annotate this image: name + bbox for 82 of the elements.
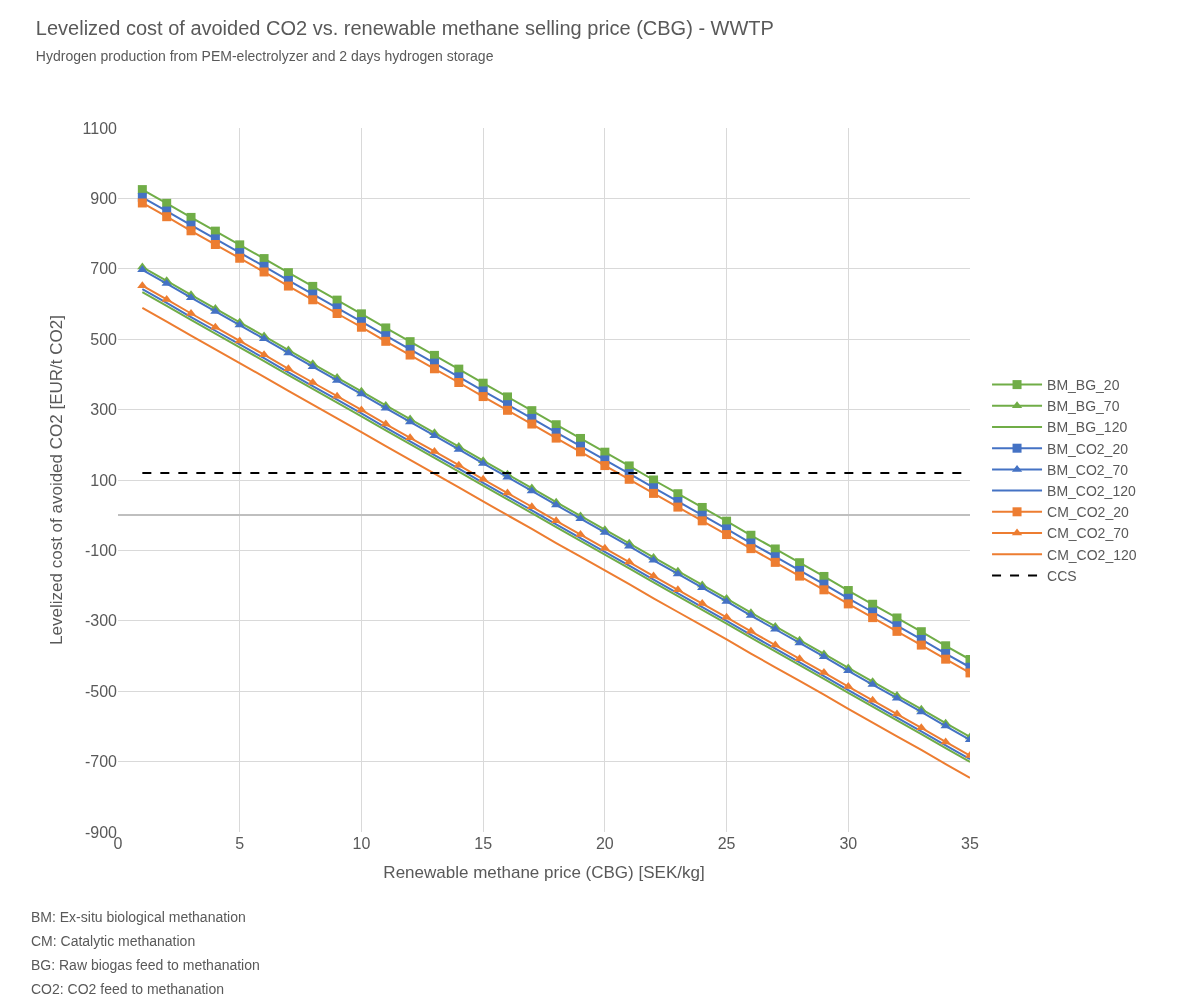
y-axis-title: Levelized cost of avoided CO2 [EUR/t CO2] [47,315,67,645]
y-tick-label: 900 [90,190,118,207]
legend-label: CCS [1047,567,1077,584]
point [697,516,707,526]
point [283,281,293,291]
chart-title: Levelized cost of avoided CO2 vs. renewable methane selling price (CBG) - WWTP [35,17,774,40]
legend-label: BM_CO2_120 [1047,483,1136,500]
text: BM: Ex-situ biological methanation [31,909,246,925]
point [624,474,634,484]
text: CM: Catalytic methanation [31,933,196,949]
x-tick-label: 5 [235,835,245,852]
point [941,654,951,664]
legend-label: BM_BG_20 [1047,377,1120,394]
point [673,502,683,512]
point [843,599,853,609]
point [235,253,245,263]
point [600,461,610,471]
point [892,626,902,636]
y-tick-label: -700 [84,753,118,771]
legend-label: CM_CO2_120 [1047,546,1137,563]
point [794,654,805,662]
point [429,364,439,374]
point [380,419,391,427]
y-tick-label: -300 [84,612,118,630]
point [819,585,829,595]
point [867,695,878,703]
point [356,322,366,332]
x-tick-label: 35 [961,835,979,852]
point [454,378,464,387]
point [576,447,586,457]
point [478,392,488,402]
point [502,488,513,496]
x-axis-title: Renewable methane price (CBG) [SEK/kg] [383,863,705,883]
point [916,640,926,650]
point [649,488,659,498]
legend-label: CM_CO2_70 [1047,525,1129,542]
x-tick-label: 30 [839,835,858,852]
x-tick-label: 15 [474,835,493,852]
point [332,309,342,318]
legend-label: BM_CO2_70 [1047,461,1129,478]
point [405,350,415,360]
x-tick-label: 20 [595,835,614,852]
point [916,723,927,731]
legend-label: BM_CO2_20 [1047,440,1129,457]
point [210,240,220,250]
point [502,405,512,415]
point [161,294,172,302]
x-tick-label: 25 [717,835,736,852]
y-tick-label: 700 [90,260,118,278]
point [381,336,391,346]
point [186,226,196,236]
y-tick-label: 100 [90,471,118,489]
text: CO2: CO2 feed to methanation [31,981,224,997]
point [746,544,756,554]
text: BG: Raw biogas feed to methanation [31,957,260,973]
point [356,405,367,413]
y-tick-label: -500 [84,682,118,700]
point [770,557,780,567]
point [624,557,635,565]
y-tick-label: 500 [90,330,118,348]
legend-label: CM_CO2_20 [1047,504,1129,521]
point [234,336,245,344]
point [308,295,318,305]
point [795,571,805,581]
point [162,212,172,222]
y-tick-label: 1100 [82,119,118,137]
point [283,364,294,372]
x-tick-label: 10 [352,835,371,852]
point [259,267,269,277]
y-tick-label: 300 [90,401,118,419]
point [868,613,878,623]
point [722,530,732,540]
legend-label: BM_BG_70 [1047,398,1120,415]
point [137,198,147,208]
y-tick-label: -100 [84,542,118,559]
point [940,737,951,745]
legend-label: BM_BG_120 [1047,419,1128,436]
point [721,612,732,620]
point [551,433,561,443]
point [527,419,537,429]
chart-subtitle: Hydrogen production from PEM-electrolyzer and 2 days hydrogen storage [35,48,494,65]
point [429,446,440,454]
